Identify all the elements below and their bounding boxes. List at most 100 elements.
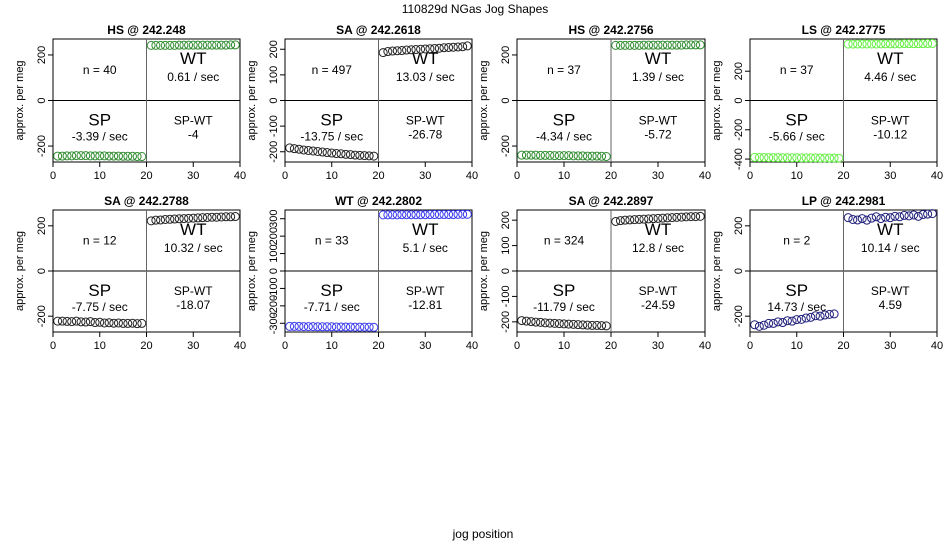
data-point xyxy=(132,319,142,329)
data-point xyxy=(550,318,560,328)
data-point xyxy=(402,45,412,55)
data-point xyxy=(592,320,602,330)
data-point xyxy=(411,210,421,220)
data-point xyxy=(773,153,783,163)
y-tick-label: -200 xyxy=(36,135,48,157)
x-tick-label: 10 xyxy=(791,340,803,352)
wt-label: WT xyxy=(877,49,903,68)
data-point xyxy=(792,315,802,325)
data-point xyxy=(212,212,222,222)
data-point xyxy=(568,319,578,329)
data-point xyxy=(829,309,839,319)
data-point xyxy=(81,151,91,161)
data-point xyxy=(406,45,416,55)
data-point xyxy=(554,151,564,161)
data-point xyxy=(378,210,388,220)
x-tick-label: 30 xyxy=(419,170,431,182)
panel-4: LS @ 242.2775 0 10 20 30 40 -400 -200 0 200 approx… xyxy=(711,23,943,182)
panel-title: HS @ 242.248 xyxy=(107,23,186,37)
data-point xyxy=(820,153,830,163)
wt-label: WT xyxy=(180,49,206,68)
data-point xyxy=(444,210,454,220)
data-point xyxy=(764,318,774,328)
spwt-value: -18.07 xyxy=(176,298,210,312)
panel-1: HS @ 242.248 0 10 20 30 40 -200 0 200 approx. per… xyxy=(14,23,246,182)
data-point xyxy=(212,40,222,50)
y-axis-label: approx. per meg xyxy=(14,231,26,311)
data-point xyxy=(198,40,208,50)
data-point xyxy=(913,211,923,221)
y-tick-label: 200 xyxy=(733,217,745,235)
data-point xyxy=(564,151,574,161)
data-point xyxy=(592,151,602,161)
panel-5: SA @ 242.2788 0 10 20 30 40 -200 0 200 approx. pe… xyxy=(14,194,246,352)
wt-label: WT xyxy=(412,220,438,239)
data-point xyxy=(322,148,332,158)
data-point xyxy=(127,151,137,161)
data-point xyxy=(327,322,337,332)
data-point xyxy=(392,210,402,220)
y-tick-label: 200 xyxy=(268,227,280,245)
x-tick-label: 30 xyxy=(884,340,896,352)
y-tick-label: -300 xyxy=(268,312,280,334)
x-tick-label: 10 xyxy=(326,340,338,352)
data-point xyxy=(815,311,825,321)
data-point xyxy=(927,39,937,49)
x-tick-label: 20 xyxy=(837,340,849,352)
data-point xyxy=(198,213,208,223)
data-point xyxy=(658,40,668,50)
data-point xyxy=(123,151,133,161)
data-point xyxy=(672,212,682,222)
x-tick-label: 10 xyxy=(94,340,106,352)
y-tick-label: -200 xyxy=(268,141,280,163)
data-point xyxy=(644,214,654,224)
x-tick-label: 20 xyxy=(140,170,152,182)
data-point xyxy=(695,211,705,221)
data-point xyxy=(801,153,811,163)
series-sp xyxy=(750,309,839,331)
data-point xyxy=(773,317,783,327)
spwt-label: SP-WT xyxy=(871,284,910,298)
data-point xyxy=(184,213,194,223)
data-point xyxy=(768,153,778,163)
panel-2: SA @ 242.2618 0 10 20 30 40 -200 -100 0 100 200 app… xyxy=(246,23,478,182)
data-point xyxy=(871,212,881,222)
data-point xyxy=(630,40,639,50)
spwt-value: -24.59 xyxy=(641,298,675,312)
data-point xyxy=(416,210,426,220)
data-point xyxy=(834,153,844,163)
data-point xyxy=(317,322,327,332)
wt-rate: 4.46 / sec xyxy=(864,70,916,84)
data-point xyxy=(526,317,536,327)
data-point xyxy=(81,317,91,327)
data-point xyxy=(420,44,430,54)
data-point xyxy=(615,216,625,226)
data-point xyxy=(667,213,677,223)
y-tick-label: -200 xyxy=(733,305,745,327)
data-point xyxy=(430,43,440,53)
spwt-label: SP-WT xyxy=(406,114,445,128)
x-tick-label: 0 xyxy=(282,170,288,182)
data-point xyxy=(787,316,797,326)
data-point xyxy=(285,321,295,331)
n-label: n = 2 xyxy=(783,234,810,248)
panel-7: SA @ 242.2897 0 10 20 30 40 -200 -100 0 100 200 app… xyxy=(478,194,711,352)
wt-label: WT xyxy=(645,49,671,68)
data-point xyxy=(146,40,156,50)
y-tick-label: 200 xyxy=(500,46,512,64)
x-tick-label: 30 xyxy=(652,170,664,182)
data-point xyxy=(118,318,128,328)
series-sp xyxy=(517,150,611,162)
data-point xyxy=(853,215,863,225)
n-label: n = 37 xyxy=(780,63,814,77)
data-point xyxy=(517,316,527,326)
data-point xyxy=(383,47,393,57)
data-point xyxy=(118,151,128,161)
data-point xyxy=(691,40,701,50)
data-point xyxy=(216,212,226,222)
data-point xyxy=(691,212,701,222)
data-point xyxy=(289,321,299,331)
x-tick-label: 40 xyxy=(234,170,246,182)
spwt-label: SP-WT xyxy=(639,114,678,128)
data-point xyxy=(226,212,236,222)
